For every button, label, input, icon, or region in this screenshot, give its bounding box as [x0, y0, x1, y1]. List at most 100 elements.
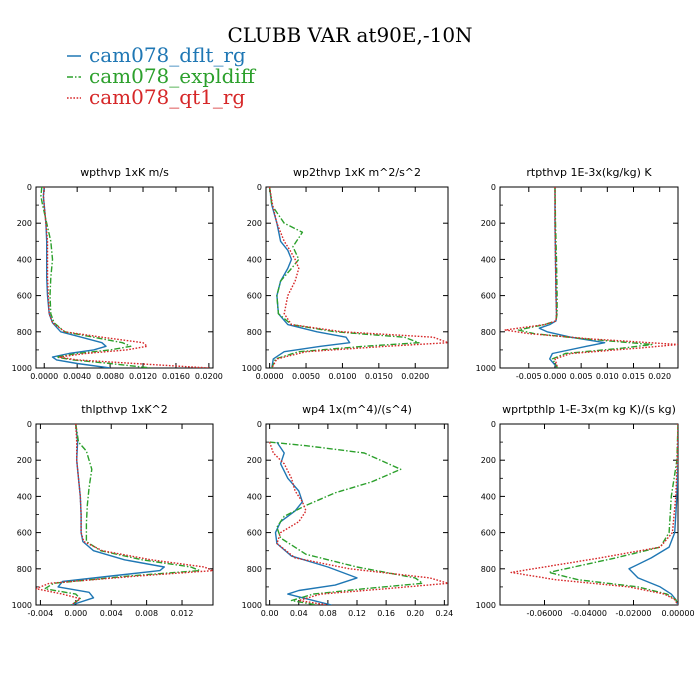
series-line: [504, 187, 678, 368]
series-line: [274, 441, 358, 605]
y-tick-label: 200: [17, 219, 32, 228]
legend: cam078_dflt_rgcam078_expldiffcam078_qt1_…: [67, 43, 257, 109]
x-tick-label: 0.000: [544, 372, 567, 381]
series-line: [36, 424, 213, 605]
y-tick-label: 0: [257, 183, 262, 192]
x-tick-label: 0.00000: [661, 609, 694, 618]
y-tick-label: 200: [481, 456, 496, 465]
x-tick-label: 0.020: [648, 372, 671, 381]
y-tick-label: 200: [17, 456, 32, 465]
x-tick-label: 0.04: [290, 609, 308, 618]
legend-label: cam078_expldiff: [89, 64, 257, 88]
y-tick-label: 0: [27, 420, 32, 429]
x-tick-label: -0.04000: [571, 609, 607, 618]
y-tick-label: 600: [481, 529, 496, 538]
y-tick-label: 400: [481, 492, 496, 501]
series-line: [268, 441, 448, 605]
chart-panel: rtpthvp 1E-3x(kg/kg) K 0 200 400 600 800 1000 -…: [476, 166, 679, 381]
panel-title: thlpthvp 1xK^2: [81, 403, 168, 416]
plot-frame: [265, 186, 449, 369]
x-tick-label: -0.02000: [616, 609, 652, 618]
panel-title: wprtpthlp 1-E-3x(m kg K)/(s kg): [502, 403, 676, 416]
series-line: [269, 441, 424, 605]
y-tick-label: 1000: [242, 601, 262, 610]
chart-panel: wp2thvp 1xK m^2/s^2 0 200 400 600 800 1000 0.00…: [242, 166, 449, 381]
series-line: [57, 424, 166, 605]
series-line: [548, 424, 678, 605]
panel-title: rtpthvp 1E-3x(kg/kg) K: [526, 166, 652, 179]
panel-title: wpthvp 1xK m/s: [80, 166, 169, 179]
y-tick-label: 800: [247, 565, 262, 574]
panel-title: wp4 1x(m^4)/(s^4): [302, 403, 412, 416]
y-tick-label: 1000: [476, 601, 496, 610]
y-tick-label: 0: [491, 420, 496, 429]
panel-title: wp2thvp 1xK m^2/s^2: [293, 166, 421, 179]
x-tick-label: 0.004: [100, 609, 123, 618]
y-tick-label: 600: [247, 292, 262, 301]
y-tick-label: 600: [481, 292, 496, 301]
series-line: [510, 424, 678, 605]
x-tick-label: 0.005: [570, 372, 593, 381]
y-tick-label: 800: [247, 328, 262, 337]
legend-label: cam078_qt1_rg: [89, 85, 245, 109]
x-tick-label: 0.00: [261, 609, 279, 618]
y-tick-label: 800: [17, 565, 32, 574]
x-tick-label: -0.004: [28, 609, 54, 618]
series-line: [42, 187, 209, 368]
y-tick-label: 400: [17, 492, 32, 501]
y-tick-label: 800: [17, 328, 32, 337]
x-tick-label: -0.005: [516, 372, 542, 381]
x-tick-label: 0.24: [435, 609, 453, 618]
x-tick-label: 0.20: [406, 609, 424, 618]
plot-frame: [35, 423, 214, 606]
y-tick-label: 200: [247, 456, 262, 465]
y-tick-label: 0: [27, 183, 32, 192]
x-tick-label: 0.0100: [328, 372, 356, 381]
y-tick-label: 0: [491, 183, 496, 192]
series-line: [538, 187, 606, 368]
y-tick-label: 1000: [12, 364, 32, 373]
series-line: [517, 187, 653, 368]
series-line: [628, 424, 678, 605]
y-tick-label: 200: [481, 219, 496, 228]
y-tick-label: 0: [257, 420, 262, 429]
x-tick-label: 0.0000: [30, 372, 58, 381]
y-tick-label: 600: [17, 292, 32, 301]
y-tick-label: 1000: [12, 601, 32, 610]
x-tick-label: 0.015: [622, 372, 645, 381]
x-tick-label: 0.12: [348, 609, 366, 618]
series-line: [268, 187, 420, 368]
series-line: [44, 424, 201, 605]
x-tick-label: 0.0040: [63, 372, 91, 381]
x-tick-label: 0.010: [596, 372, 619, 381]
chart-panel: thlpthvp 1xK^2 0 200 400 600 800 1000-0.004 0.0…: [12, 403, 214, 618]
x-tick-label: 0.0150: [365, 372, 393, 381]
series-line: [268, 187, 448, 368]
x-tick-label: 0.000: [64, 609, 87, 618]
chart-panel: wprtpthlp 1-E-3x(m kg K)/(s kg) 0 200 400 60…: [476, 403, 695, 618]
y-tick-label: 200: [247, 219, 262, 228]
y-tick-label: 800: [481, 565, 496, 574]
series-line: [268, 187, 351, 368]
y-tick-label: 600: [17, 529, 32, 538]
y-tick-label: 400: [481, 255, 496, 264]
y-tick-label: 400: [247, 255, 262, 264]
x-tick-label: 0.0120: [129, 372, 157, 381]
series-line: [42, 187, 111, 368]
y-tick-label: 600: [247, 529, 262, 538]
figure-title: CLUBB VAR at90E,-10N: [227, 23, 472, 47]
x-tick-label: 0.16: [377, 609, 395, 618]
legend-label: cam078_dflt_rg: [89, 43, 246, 67]
y-tick-label: 400: [17, 255, 32, 264]
x-tick-label: 0.0200: [401, 372, 429, 381]
y-tick-label: 800: [481, 328, 496, 337]
x-tick-label: 0.008: [135, 609, 158, 618]
x-tick-label: 0.0050: [292, 372, 320, 381]
x-tick-label: 0.08: [319, 609, 337, 618]
x-tick-label: -0.06000: [527, 609, 563, 618]
y-tick-label: 1000: [242, 364, 262, 373]
